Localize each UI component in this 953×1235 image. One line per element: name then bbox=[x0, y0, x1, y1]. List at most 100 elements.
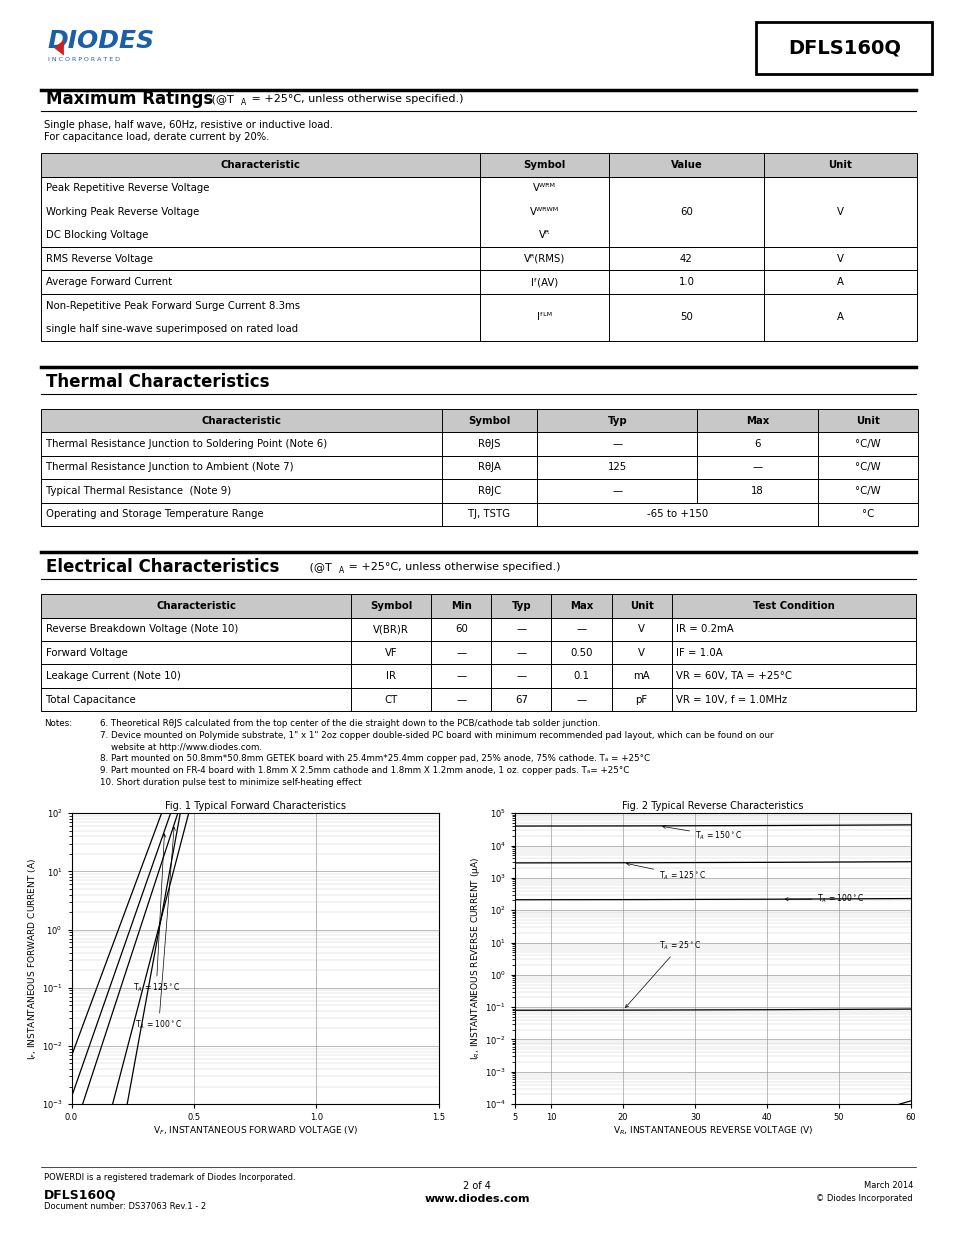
Text: Thermal Characteristics: Thermal Characteristics bbox=[46, 373, 269, 390]
Text: 6: 6 bbox=[754, 438, 760, 450]
Text: Forward Voltage: Forward Voltage bbox=[46, 647, 128, 658]
Text: 0.50: 0.50 bbox=[570, 647, 592, 658]
Text: Peak Repetitive Reverse Voltage: Peak Repetitive Reverse Voltage bbox=[46, 183, 209, 194]
Text: VF: VF bbox=[384, 647, 397, 658]
Text: Vᴿ(RMS): Vᴿ(RMS) bbox=[523, 253, 564, 264]
Text: © Diodes Incorporated: © Diodes Incorporated bbox=[816, 1194, 912, 1203]
Text: Working Peak Reverse Voltage: Working Peak Reverse Voltage bbox=[46, 206, 199, 217]
Text: V: V bbox=[638, 647, 644, 658]
Text: Symbol: Symbol bbox=[522, 159, 565, 170]
Bar bbox=[41, 479, 917, 503]
Text: single half sine-wave superimposed on rated load: single half sine-wave superimposed on ra… bbox=[46, 324, 297, 335]
Text: March 2014: March 2014 bbox=[862, 1181, 912, 1189]
Text: 2 of 4: 2 of 4 bbox=[462, 1181, 491, 1191]
Text: T$_A$ = 100$^\circ$C: T$_A$ = 100$^\circ$C bbox=[135, 827, 182, 1031]
Text: V: V bbox=[836, 206, 843, 217]
Text: 18: 18 bbox=[750, 485, 763, 496]
Text: Document number: DS37063 Rev.1 - 2: Document number: DS37063 Rev.1 - 2 bbox=[44, 1202, 206, 1210]
Text: pF: pF bbox=[635, 694, 647, 705]
Bar bbox=[41, 409, 917, 432]
Text: —: — bbox=[612, 438, 621, 450]
Text: Test Condition: Test Condition bbox=[752, 600, 834, 611]
Text: 8. Part mounted on 50.8mm*50.8mm GETEK board with 25.4mm*25.4mm copper pad, 25% : 8. Part mounted on 50.8mm*50.8mm GETEK b… bbox=[100, 755, 650, 763]
Text: Average Forward Current: Average Forward Current bbox=[46, 277, 172, 288]
Text: 60: 60 bbox=[679, 206, 692, 217]
Title: Fig. 2 Typical Reverse Characteristics: Fig. 2 Typical Reverse Characteristics bbox=[621, 802, 803, 811]
Bar bbox=[41, 688, 915, 711]
Text: -65 to +150: -65 to +150 bbox=[646, 509, 707, 520]
Text: Total Capacitance: Total Capacitance bbox=[46, 694, 135, 705]
Text: T$_A$ = 100$^\circ$C: T$_A$ = 100$^\circ$C bbox=[784, 893, 863, 905]
Title: Fig. 1 Typical Forward Characteristics: Fig. 1 Typical Forward Characteristics bbox=[165, 802, 345, 811]
Text: Vᵂᴿᴹ: Vᵂᴿᴹ bbox=[532, 183, 556, 194]
Text: A: A bbox=[241, 98, 247, 107]
Text: DIODES: DIODES bbox=[48, 30, 154, 53]
Text: Typical Thermal Resistance  (Note 9): Typical Thermal Resistance (Note 9) bbox=[46, 485, 231, 496]
Text: www.diodes.com: www.diodes.com bbox=[424, 1194, 529, 1204]
Text: V: V bbox=[638, 624, 644, 635]
Y-axis label: I$_F$, INSTANTANEOUS FORWARD CURRENT (A): I$_F$, INSTANTANEOUS FORWARD CURRENT (A) bbox=[27, 857, 39, 1060]
Bar bbox=[41, 294, 916, 341]
Bar bbox=[755, 22, 931, 74]
Text: 1.0: 1.0 bbox=[678, 277, 694, 288]
Text: Thermal Resistance Junction to Ambient (Note 7): Thermal Resistance Junction to Ambient (… bbox=[46, 462, 294, 473]
X-axis label: V$_R$, INSTANTANEOUS REVERSE VOLTAGE (V): V$_R$, INSTANTANEOUS REVERSE VOLTAGE (V) bbox=[612, 1125, 813, 1137]
Text: T$_A$ = 25$^\circ$C: T$_A$ = 25$^\circ$C bbox=[625, 940, 700, 1008]
Text: Unit: Unit bbox=[827, 159, 852, 170]
Text: Electrical Characteristics: Electrical Characteristics bbox=[46, 558, 279, 576]
Text: Value: Value bbox=[670, 159, 701, 170]
Text: Symbol: Symbol bbox=[468, 415, 510, 426]
Text: —: — bbox=[576, 694, 586, 705]
Text: = +25°C, unless otherwise specified.): = +25°C, unless otherwise specified.) bbox=[248, 94, 463, 104]
Text: DC Blocking Voltage: DC Blocking Voltage bbox=[46, 230, 148, 241]
Text: Non-Repetitive Peak Forward Surge Current 8.3ms: Non-Repetitive Peak Forward Surge Curren… bbox=[46, 300, 299, 311]
Y-axis label: I$_R$, INSTANTANEOUS REVERSE CURRENT (μA): I$_R$, INSTANTANEOUS REVERSE CURRENT (μA… bbox=[469, 857, 482, 1061]
Text: —: — bbox=[516, 624, 526, 635]
Polygon shape bbox=[54, 40, 64, 56]
Text: POWERDI is a registered trademark of Diodes Incorporated.: POWERDI is a registered trademark of Dio… bbox=[44, 1173, 295, 1182]
Text: Iᶠᴸᴹ: Iᶠᴸᴹ bbox=[537, 312, 551, 322]
Text: For capacitance load, derate current by 20%.: For capacitance load, derate current by … bbox=[44, 132, 269, 142]
Text: °C/W: °C/W bbox=[854, 462, 880, 473]
Text: —: — bbox=[516, 647, 526, 658]
Text: A: A bbox=[836, 312, 843, 322]
Text: TJ, TSTG: TJ, TSTG bbox=[468, 509, 510, 520]
Text: IR: IR bbox=[386, 671, 395, 682]
Text: VR = 10V, f = 1.0MHz: VR = 10V, f = 1.0MHz bbox=[676, 694, 786, 705]
Text: RθJS: RθJS bbox=[477, 438, 500, 450]
Text: —: — bbox=[576, 624, 586, 635]
Text: T$_A$ = 150$^\circ$C: T$_A$ = 150$^\circ$C bbox=[662, 825, 741, 842]
Text: V(BR)R: V(BR)R bbox=[373, 624, 409, 635]
Text: Max: Max bbox=[745, 415, 768, 426]
Text: V: V bbox=[836, 253, 843, 264]
Text: °C: °C bbox=[861, 509, 873, 520]
Text: Iᶠ(AV): Iᶠ(AV) bbox=[530, 277, 558, 288]
Text: Unit: Unit bbox=[629, 600, 653, 611]
Text: Thermal Resistance Junction to Soldering Point (Note 6): Thermal Resistance Junction to Soldering… bbox=[46, 438, 327, 450]
Text: A: A bbox=[836, 277, 843, 288]
Text: 6. Theoretical RθJS calculated from the top center of the die straight down to t: 6. Theoretical RθJS calculated from the … bbox=[100, 719, 600, 729]
Text: 0.1: 0.1 bbox=[573, 671, 589, 682]
Text: mA: mA bbox=[633, 671, 649, 682]
Text: VR = 60V, TA = +25°C: VR = 60V, TA = +25°C bbox=[676, 671, 792, 682]
X-axis label: V$_F$, INSTANTANEOUS FORWARD VOLTAGE (V): V$_F$, INSTANTANEOUS FORWARD VOLTAGE (V) bbox=[152, 1125, 357, 1137]
Text: Maximum Ratings: Maximum Ratings bbox=[46, 90, 213, 107]
Text: Typ: Typ bbox=[511, 600, 531, 611]
Text: Leakage Current (Note 10): Leakage Current (Note 10) bbox=[46, 671, 180, 682]
Text: —: — bbox=[516, 671, 526, 682]
Text: RMS Reverse Voltage: RMS Reverse Voltage bbox=[46, 253, 152, 264]
Bar bbox=[41, 503, 917, 526]
Text: RθJA: RθJA bbox=[477, 462, 500, 473]
Text: —: — bbox=[456, 671, 466, 682]
Text: Vᵂᴿᵂᴹ: Vᵂᴿᵂᴹ bbox=[529, 206, 558, 217]
Text: 42: 42 bbox=[679, 253, 692, 264]
Text: —: — bbox=[612, 485, 621, 496]
Text: Symbol: Symbol bbox=[370, 600, 412, 611]
Text: Characteristic: Characteristic bbox=[201, 415, 281, 426]
Text: Characteristic: Characteristic bbox=[220, 159, 300, 170]
Text: Typ: Typ bbox=[607, 415, 626, 426]
Text: website at http://www.diodes.com.: website at http://www.diodes.com. bbox=[100, 742, 262, 752]
Text: Characteristic: Characteristic bbox=[156, 600, 235, 611]
Text: 67: 67 bbox=[515, 694, 527, 705]
Text: 10. Short duration pulse test to minimize self-heating effect: 10. Short duration pulse test to minimiz… bbox=[100, 778, 361, 787]
